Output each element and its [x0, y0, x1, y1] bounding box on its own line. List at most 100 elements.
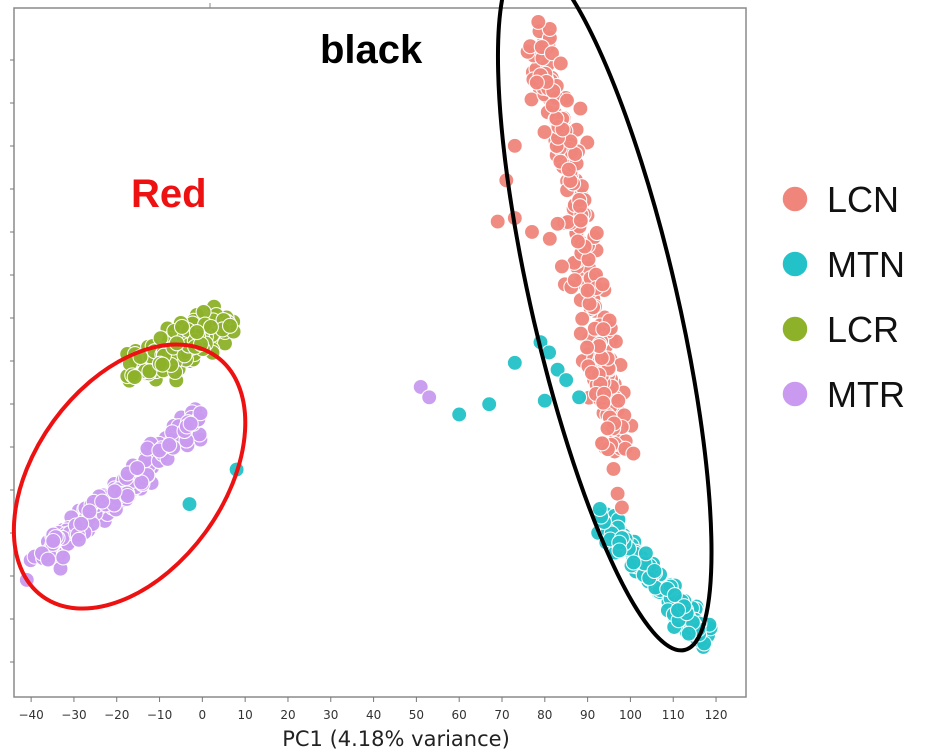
annotation-label-black: black — [320, 28, 423, 72]
point-lcn — [552, 55, 569, 72]
point-mtr — [412, 378, 429, 395]
x-axis-title: PC1 (4.18% variance) — [282, 727, 510, 751]
point-mtr — [55, 549, 72, 566]
point-lcn — [528, 74, 545, 91]
point-lcn — [541, 230, 558, 247]
point-lcn — [560, 161, 577, 178]
annotation-ellipse-black — [495, 0, 714, 653]
point-mtn — [646, 562, 663, 580]
x-tick-label: 60 — [452, 708, 467, 722]
point-lcr — [173, 318, 191, 335]
point-lcr — [202, 318, 219, 336]
point-lcn — [595, 321, 612, 338]
point-lcn — [588, 224, 605, 242]
point-mtn — [181, 496, 198, 513]
x-tick-label: 110 — [662, 708, 685, 722]
plot-frame — [13, 7, 747, 698]
point-lcr — [221, 317, 239, 334]
point-lcn — [594, 435, 611, 452]
point-mtn — [666, 587, 683, 604]
point-mtn — [451, 406, 468, 423]
legend: LCN MTN LCR MTR — [781, 179, 905, 415]
point-mtr — [106, 483, 123, 500]
point-mtn — [680, 625, 697, 642]
point-mtn — [591, 500, 608, 517]
point-lcn — [610, 392, 627, 409]
point-lcn — [543, 45, 561, 62]
points-layer — [18, 13, 719, 655]
point-lcn — [558, 92, 576, 109]
point-lcr — [126, 369, 143, 386]
point-mtr — [81, 503, 98, 520]
x-tick-label: 70 — [494, 708, 509, 722]
point-mtn — [506, 354, 523, 371]
point-mtn — [536, 392, 553, 409]
point-mtr — [421, 389, 438, 406]
point-mtn — [625, 554, 642, 571]
point-lcn — [553, 258, 570, 275]
point-mtr — [70, 531, 87, 548]
x-tick-label: −30 — [61, 708, 86, 722]
point-mtn — [571, 389, 588, 406]
point-lcn — [581, 295, 598, 312]
point-lcn — [605, 460, 622, 477]
point-mtr — [192, 405, 209, 422]
legend-marker-lcn — [781, 185, 809, 213]
point-lcn — [599, 420, 616, 437]
point-lcn — [544, 97, 561, 114]
point-mtn — [481, 396, 498, 413]
x-tick-label: 80 — [537, 708, 552, 722]
point-mtn — [637, 545, 654, 562]
x-tick-label: −10 — [147, 708, 172, 722]
legend-marker-lcr — [781, 315, 809, 343]
x-tick-label: 30 — [323, 708, 338, 722]
point-mtr — [40, 551, 57, 568]
point-mtn — [558, 372, 575, 389]
legend-marker-mtn — [781, 250, 809, 278]
point-lcn — [572, 100, 589, 117]
point-lcn — [625, 445, 642, 462]
x-tick-label: 50 — [409, 708, 424, 722]
point-mtn — [611, 542, 628, 559]
annotation-ellipse-red — [11, 342, 248, 611]
point-lcn — [549, 215, 566, 232]
point-mtr — [161, 436, 178, 454]
point-lcn — [489, 213, 506, 230]
point-lcn — [609, 485, 626, 502]
point-mtn — [549, 361, 566, 378]
x-tick-label: −20 — [104, 708, 129, 722]
point-lcn — [530, 13, 547, 30]
point-lcr — [188, 324, 205, 341]
point-lcn — [583, 364, 600, 381]
x-tick-label: 120 — [705, 708, 728, 722]
x-tick-label: 10 — [238, 708, 253, 722]
point-lcn — [566, 272, 583, 289]
point-lcn — [506, 137, 523, 154]
legend-label-mtn: MTN — [827, 244, 905, 285]
x-tick-label: 40 — [366, 708, 381, 722]
point-lcn — [613, 499, 630, 516]
x-axis-ticks: −40 −30 −20 −10 0 10 20 30 40 50 60 70 80 90 100 110 120 — [18, 697, 727, 722]
point-mtr — [129, 460, 146, 477]
point-lcn — [574, 310, 591, 327]
point-lcn — [572, 325, 589, 342]
point-lcn — [579, 282, 596, 299]
x-tick-label: 90 — [580, 708, 595, 722]
x-tick-label: −40 — [18, 708, 43, 722]
point-mtr — [73, 515, 90, 532]
point-lcr — [154, 356, 171, 373]
annotation-label-red: Red — [131, 172, 207, 216]
point-lcn — [572, 212, 589, 229]
point-lcn — [571, 198, 589, 215]
point-mtn — [669, 602, 687, 619]
x-tick-label: 20 — [280, 708, 295, 722]
axes-frame — [13, 3, 747, 698]
legend-marker-mtr — [781, 380, 809, 408]
legend-label-lcn: LCN — [827, 179, 899, 220]
point-mtr — [94, 493, 111, 510]
point-lcn — [578, 339, 596, 356]
x-tick-label: 100 — [619, 708, 642, 722]
legend-label-mtr: MTR — [827, 374, 905, 415]
legend-label-lcr: LCR — [827, 309, 899, 350]
annotation-layer: Red black — [11, 0, 714, 653]
